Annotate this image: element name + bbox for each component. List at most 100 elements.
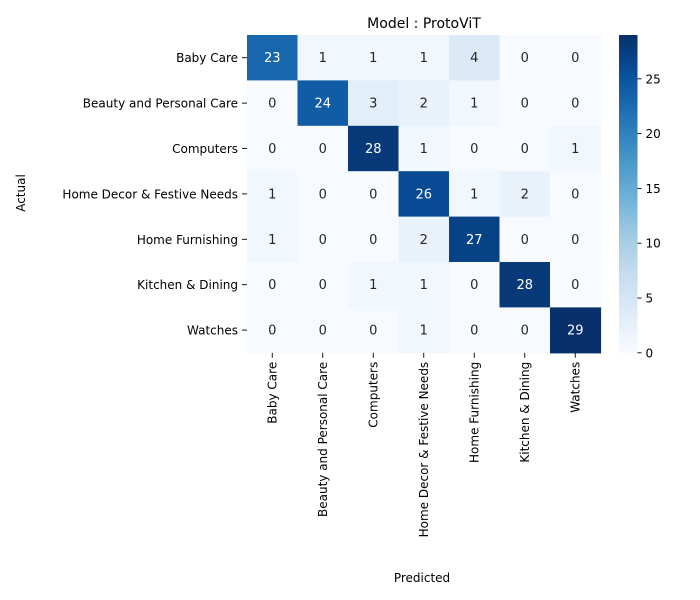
- chart-title: Model : ProtoViT: [367, 16, 481, 32]
- heatmap-cell: [348, 171, 400, 218]
- cell-value-label: 1: [420, 142, 428, 157]
- heatmap-cell: [499, 35, 551, 81]
- heatmap-cell: [247, 80, 299, 127]
- heatmap-cell: [550, 171, 602, 218]
- cell-value-label: 1: [420, 278, 428, 293]
- heatmap-cell: [449, 80, 501, 127]
- heatmap-cell: [297, 307, 349, 354]
- cell-value-label: 1: [369, 51, 377, 66]
- cell-value-label: 0: [319, 187, 327, 202]
- heatmap-cell: [499, 216, 551, 263]
- cell-value-label: 0: [521, 51, 529, 66]
- cell-value-label: 29: [567, 324, 584, 339]
- heatmap-cell: [550, 262, 602, 308]
- x-tick-labels: Baby Care Beauty and Personal Care Compute…: [266, 352, 583, 537]
- heatmap-cell: [348, 307, 400, 354]
- heatmap-cell: [297, 125, 349, 172]
- y-tick-label: Baby Care: [176, 51, 238, 65]
- cell-value-label: 28: [516, 278, 533, 293]
- cell-value-label: 0: [319, 142, 327, 157]
- y-tick-label: Computers: [172, 142, 238, 156]
- heatmap-cell: [247, 307, 299, 354]
- heatmap-cell: [297, 262, 349, 308]
- y-tick-label: Home Furnishing: [137, 233, 238, 247]
- cell-value-label: 1: [420, 51, 428, 66]
- cell-value-label: 0: [521, 97, 529, 112]
- heatmap-cell: [398, 262, 450, 308]
- cell-value-label: 0: [268, 278, 276, 293]
- cell-value-label: 0: [571, 51, 579, 66]
- cell-value-label: 27: [466, 233, 483, 248]
- cell-value-label: 23: [264, 51, 281, 66]
- cell-value-label: 1: [571, 142, 579, 157]
- heatmap-cell: [348, 80, 400, 127]
- cell-value-label: 0: [369, 233, 377, 248]
- heatmap-cell: [499, 171, 551, 218]
- cell-value-label: 0: [521, 233, 529, 248]
- x-tick-label: Home Furnishing: [468, 362, 482, 463]
- colorbar-tick-label: 25: [646, 72, 661, 86]
- heatmap-cell: [398, 307, 450, 354]
- cell-value-label: 1: [268, 187, 276, 202]
- cell-value-label: 0: [571, 97, 579, 112]
- heatmap-cell: [550, 35, 602, 81]
- heatmap-cell: [297, 216, 349, 263]
- y-tick-label: Watches: [187, 324, 238, 338]
- x-tick-label: Baby Care: [266, 362, 280, 424]
- heatmap-cell: [398, 171, 450, 218]
- cell-value-label: 4: [470, 51, 478, 66]
- heatmap-cell: [297, 171, 349, 218]
- cell-value-label: 1: [420, 324, 428, 339]
- cell-value-label: 0: [268, 324, 276, 339]
- heatmap-cell: [499, 125, 551, 172]
- x-axis-label: Predicted: [394, 571, 450, 585]
- cell-value-label: 0: [470, 324, 478, 339]
- heatmap-cell: [348, 35, 400, 81]
- cell-value-label: 0: [268, 97, 276, 112]
- heatmap-cell: [499, 80, 551, 127]
- heatmap-cell: [449, 125, 501, 172]
- heatmap-cell: [398, 35, 450, 81]
- y-tick-label: Home Decor & Festive Needs: [62, 187, 238, 201]
- cell-value-label: 1: [470, 97, 478, 112]
- cell-value-label: 0: [268, 142, 276, 157]
- heatmap-cell: [550, 125, 602, 172]
- cell-value-label: 0: [319, 233, 327, 248]
- heatmap-cell: [398, 80, 450, 127]
- cell-value-label: 26: [415, 187, 432, 202]
- heatmap-cell: [550, 307, 602, 354]
- heatmap-cell: [398, 125, 450, 172]
- cell-value-label: 3: [369, 97, 377, 112]
- cell-value-label: 0: [571, 233, 579, 248]
- x-tick-label: Computers: [367, 362, 381, 428]
- cell-value-label: 0: [571, 278, 579, 293]
- colorbar-tick-label: 0: [646, 346, 654, 360]
- y-tick-label: Kitchen & Dining: [137, 278, 238, 292]
- heatmap-cell: [247, 262, 299, 308]
- cell-value-label: 0: [369, 187, 377, 202]
- heatmap-cell: [348, 216, 400, 263]
- x-tick-label: Kitchen & Dining: [518, 362, 532, 463]
- heatmap-cell: [550, 80, 602, 127]
- heatmap-cell: [499, 307, 551, 354]
- heatmap-cell: [398, 216, 450, 263]
- heatmap-cells: 23 1 1 1 4 0 0 0 24 3 2 1 0 0 0 0 28 1 0 0 1 1 0 0 26 1 2 0 1 0 0 2 27 0 0…: [247, 35, 602, 354]
- cell-value-label: 2: [521, 187, 529, 202]
- cell-value-label: 1: [470, 187, 478, 202]
- x-tick-label: Watches: [569, 362, 583, 413]
- cell-value-label: 0: [369, 324, 377, 339]
- heatmap-cell: [247, 125, 299, 172]
- x-tick-label: Beauty and Personal Care: [316, 362, 330, 517]
- colorbar-tick-label: 20: [646, 127, 661, 141]
- colorbar: 0 5 10 15 20 25: [619, 35, 661, 360]
- cell-value-label: 28: [365, 142, 382, 157]
- heatmap-cell: [550, 216, 602, 263]
- heatmap-cell: [247, 35, 299, 81]
- heatmap-cell: [348, 125, 400, 172]
- heatmap-cell: [499, 262, 551, 308]
- cell-value-label: 0: [319, 278, 327, 293]
- heatmap-cell: [449, 307, 501, 354]
- colorbar-tick-label: 10: [646, 237, 661, 251]
- cell-value-label: 0: [319, 324, 327, 339]
- colorbar-tick-label: 15: [646, 182, 661, 196]
